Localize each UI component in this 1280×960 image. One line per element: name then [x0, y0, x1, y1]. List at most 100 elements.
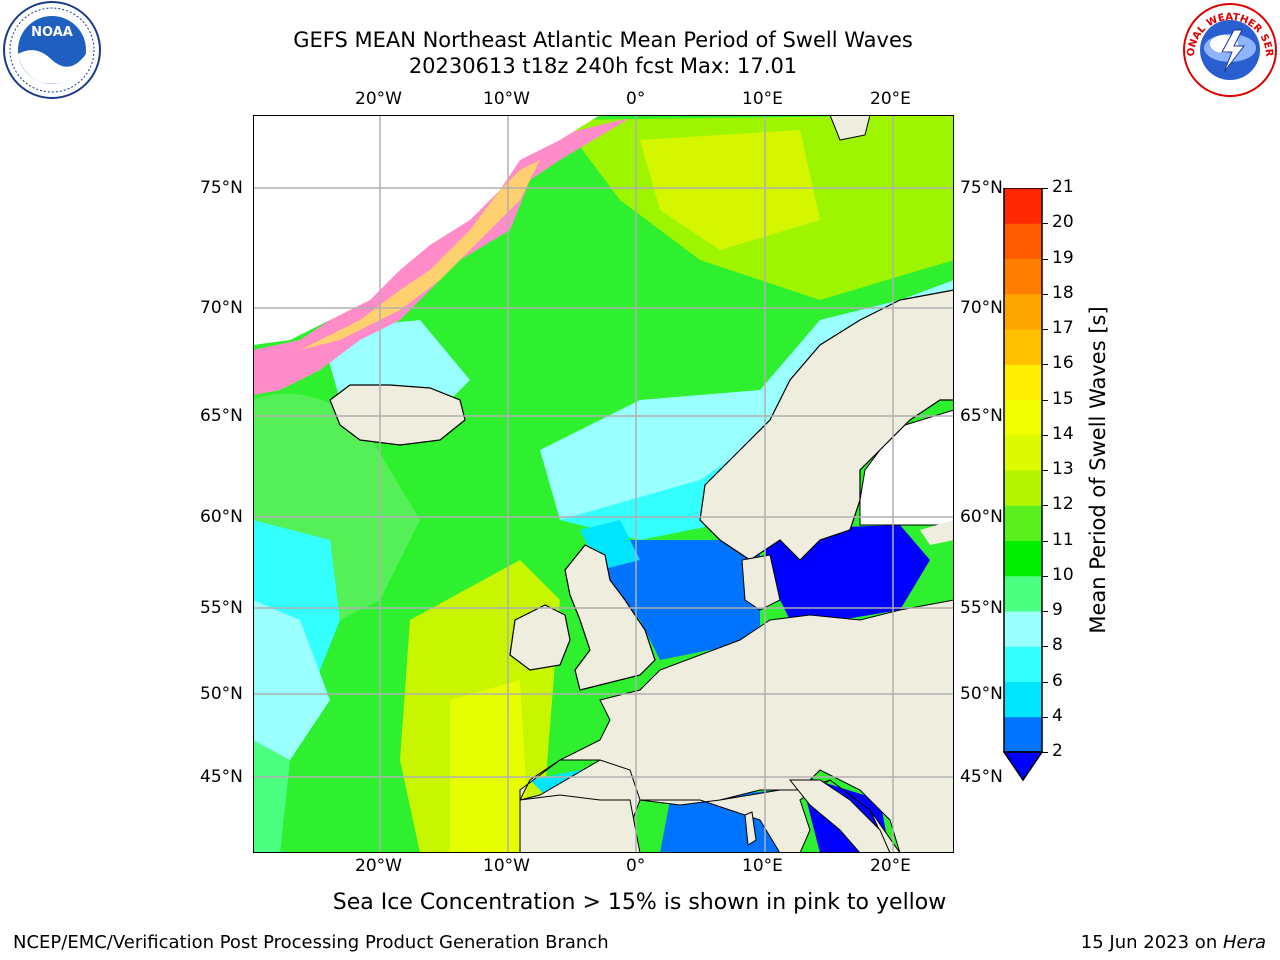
- colorbar-tick-label: 20: [1052, 212, 1074, 233]
- lat-label-right: 70°N: [960, 298, 1003, 318]
- lat-label-right: 60°N: [960, 507, 1003, 527]
- colorbar-tick-label: 21: [1052, 177, 1074, 197]
- colorbar-tick-label: 8: [1052, 635, 1063, 656]
- lat-label-left: 55°N: [200, 598, 243, 618]
- colorbar-bin: [1004, 681, 1042, 718]
- colorbar-tick-label: 9: [1052, 600, 1063, 620]
- colorbar-tick-label: 15: [1052, 388, 1074, 409]
- swell-zone-12-13s-north: [640, 130, 820, 250]
- colorbar-tick-label: 2: [1052, 741, 1063, 761]
- colorbar-tick-label: 18: [1052, 282, 1074, 303]
- noaa-logo: NOAA: [3, 1, 101, 99]
- svg-text:NOAA: NOAA: [31, 25, 73, 40]
- colorbar-under-arrow: [1002, 751, 1044, 782]
- colorbar-tick-label: 11: [1052, 529, 1074, 550]
- lat-label-left: 75°N: [200, 178, 243, 198]
- lon-label-top: 10°W: [483, 89, 530, 109]
- colorbar-bin: [1004, 470, 1042, 506]
- colorbar-tick-mark: [1042, 434, 1048, 436]
- colorbar-bin: [1004, 329, 1042, 365]
- lat-label-right: 55°N: [960, 598, 1003, 618]
- lon-label-top: 20°W: [355, 89, 402, 109]
- swell-zone-13-14s: [450, 680, 530, 853]
- colorbar-bin: [1004, 258, 1042, 295]
- gulf-of-bothnia-ice: [859, 409, 954, 526]
- sea-ice: [253, 118, 630, 395]
- colorbar-bin: [1004, 293, 1042, 330]
- lat-label-right: 45°N: [960, 767, 1003, 787]
- colorbar-tick-label: 10: [1052, 564, 1074, 585]
- colorbar-tick-mark: [1042, 293, 1048, 295]
- lon-label-bottom: 0°: [626, 856, 646, 876]
- national-weather-service-logo: NATIONAL WEATHER SERVICE: [1180, 0, 1277, 97]
- colorbar-tick-label: 13: [1052, 459, 1074, 479]
- colorbar-tick-mark: [1042, 364, 1048, 366]
- colorbar-tick-mark: [1042, 681, 1048, 683]
- colorbar-tick-mark: [1042, 611, 1048, 612]
- colorbar-bin: [1004, 188, 1042, 224]
- colorbar-bin: [1004, 434, 1042, 471]
- colorbar-tick-mark: [1042, 716, 1048, 718]
- swell-zone-9-10s-sw: [253, 740, 290, 853]
- colorbar-bin: [1004, 364, 1042, 400]
- lat-label-right: 50°N: [960, 684, 1003, 704]
- colorbar-label: Mean Period of Swell Waves [s]: [1086, 306, 1110, 634]
- colorbar-tick-mark: [1042, 505, 1048, 507]
- ireland: [509, 604, 571, 671]
- lon-label-bottom: 10°W: [483, 856, 530, 876]
- great-britain: [564, 544, 656, 691]
- lon-label-top: 0°: [626, 89, 646, 109]
- lat-label-left: 45°N: [200, 767, 243, 787]
- colorbar-tick-mark: [1042, 470, 1048, 471]
- colorbar-bin: [1004, 540, 1042, 577]
- colorbar-tick-mark: [1042, 258, 1048, 260]
- colorbar-tick-mark: [1042, 223, 1048, 225]
- lon-label-top: 20°E: [870, 89, 911, 109]
- italy: [788, 779, 891, 853]
- lon-label-bottom: 10°E: [742, 856, 783, 876]
- colorbar-tick-label: 12: [1052, 494, 1074, 515]
- lat-label-left: 65°N: [200, 406, 243, 426]
- forecast-subtitle: 20230613 t18z 240h fcst Max: 17.01: [408, 54, 798, 78]
- swell-zone-8-9s: [253, 600, 330, 780]
- colorbar-tick-mark: [1042, 188, 1048, 189]
- swell-zone-2-4s-north-sea: [590, 540, 760, 660]
- colorbar-tick-mark: [1042, 646, 1048, 648]
- footer-host: Hera: [1222, 932, 1266, 953]
- colorbar-tick-label: 19: [1052, 247, 1074, 268]
- colorbar-tick-label: 6: [1052, 670, 1063, 691]
- lat-label-left: 60°N: [200, 507, 243, 527]
- lat-label-left: 70°N: [200, 298, 243, 318]
- colorbar-tick-mark: [1042, 399, 1048, 401]
- svalbard: [829, 115, 871, 141]
- colorbar-tick-mark: [1042, 752, 1048, 753]
- colorbar-tick-mark: [1042, 575, 1048, 577]
- colorbar-bin: [1004, 611, 1042, 647]
- colorbar-bin: [1004, 716, 1042, 753]
- colorbar-bin: [1004, 646, 1042, 682]
- colorbar-bin: [1004, 399, 1042, 436]
- lon-label-bottom: 20°E: [870, 856, 911, 876]
- footer-date: 15 Jun 2023 on Hera: [1081, 932, 1266, 953]
- page-title: GEFS MEAN Northeast Atlantic Mean Period…: [293, 28, 913, 52]
- colorbar-bin: [1004, 505, 1042, 541]
- colorbar-bin: [1004, 223, 1042, 259]
- iberia: [519, 794, 641, 853]
- lat-label-right: 65°N: [960, 406, 1003, 426]
- footer-date-text: 15 Jun 2023 on: [1080, 932, 1223, 953]
- lat-label-left: 50°N: [200, 684, 243, 704]
- sea-ice-note: Sea Ice Concentration > 15% is shown in …: [332, 890, 947, 915]
- colorbar: [1002, 188, 1044, 782]
- colorbar-tick-mark: [1042, 329, 1048, 330]
- iceland: [329, 384, 466, 446]
- lon-label-bottom: 20°W: [355, 856, 402, 876]
- colorbar-tick-label: 16: [1052, 353, 1074, 374]
- corsica: [744, 811, 757, 846]
- lon-label-top: 10°E: [742, 89, 783, 109]
- sea-ice-edge: [300, 160, 540, 350]
- colorbar-bin: [1004, 575, 1042, 612]
- colorbar-tick-label: 14: [1052, 423, 1074, 444]
- graticule: [253, 115, 954, 853]
- colorbar-tick-label: 17: [1052, 318, 1074, 338]
- colorbar-tick-label: 4: [1052, 705, 1063, 726]
